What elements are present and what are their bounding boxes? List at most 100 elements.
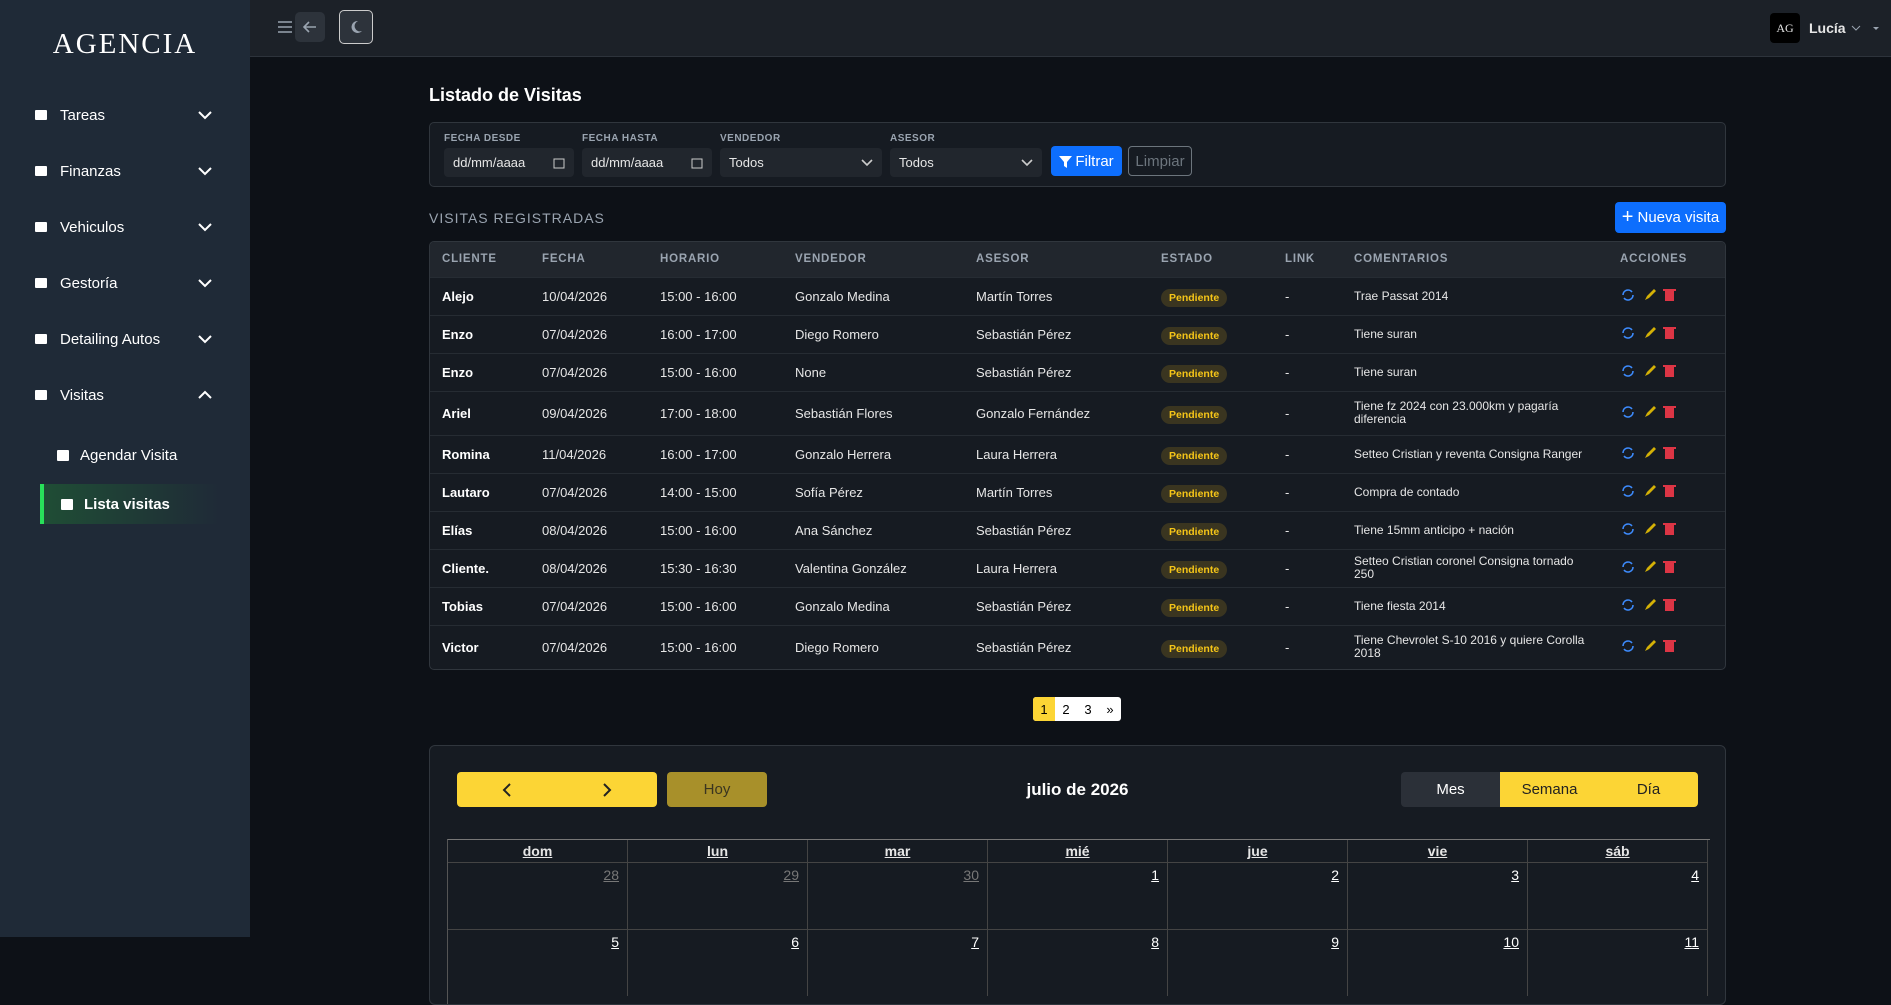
menu-item[interactable]: Visitas: [34, 380, 224, 410]
back-button[interactable]: [295, 12, 325, 42]
table-cell: 17:00 - 18:00: [648, 390, 783, 435]
view-button[interactable]: Semana: [1500, 772, 1599, 807]
column-header: LINK: [1273, 242, 1342, 277]
user-name[interactable]: Lucía: [1809, 20, 1846, 36]
filter-button[interactable]: Filtrar: [1051, 146, 1122, 176]
action-icons[interactable]: [1620, 287, 1682, 303]
table-cell: Laura Herrera: [964, 434, 1149, 473]
day-cell[interactable]: 1: [988, 862, 1168, 929]
submenu-item[interactable]: Agendar Visita: [40, 435, 220, 475]
day-cell[interactable]: 5: [448, 929, 628, 996]
status-badge: Pendiente: [1161, 446, 1228, 465]
menu-toggle[interactable]: [270, 12, 300, 42]
theme-toggle[interactable]: [339, 10, 373, 44]
weekday: lun: [628, 840, 808, 862]
day-cell[interactable]: 7: [808, 929, 988, 996]
input-icon: [1021, 158, 1033, 167]
menu-item[interactable]: Vehiculos: [34, 212, 224, 242]
actions-cell: [1608, 276, 1725, 315]
status-badge: Pendiente: [1161, 484, 1228, 503]
table-cell: 10/04/2026: [530, 276, 648, 315]
today-button[interactable]: Hoy: [667, 772, 767, 807]
action-icons[interactable]: [1620, 597, 1682, 613]
table-cell: Victor: [430, 624, 530, 669]
action-icons[interactable]: [1620, 363, 1682, 379]
table-cell: 15:00 - 16:00: [648, 586, 783, 625]
avatar[interactable]: AG: [1770, 13, 1800, 43]
day-cell[interactable]: 29: [628, 862, 808, 929]
chevron: [198, 110, 224, 120]
filter-value: dd/mm/aaaa: [453, 155, 526, 170]
actions-cell: [1608, 352, 1725, 391]
day-cell[interactable]: 11: [1528, 929, 1708, 996]
action-icons[interactable]: [1620, 404, 1682, 420]
page-link[interactable]: 3: [1084, 701, 1092, 717]
menu-item[interactable]: Gestoría: [34, 268, 224, 298]
page-link[interactable]: 1: [1033, 697, 1055, 721]
table-cell: Pendiente: [1149, 390, 1273, 435]
day-cell[interactable]: 3: [1348, 862, 1528, 929]
clear-button[interactable]: Limpiar: [1128, 146, 1192, 176]
table-cell: -: [1273, 472, 1342, 511]
filter-input[interactable]: dd/mm/aaaa: [582, 148, 712, 177]
weekday: mar: [808, 840, 988, 862]
page-link[interactable]: 2: [1062, 701, 1070, 717]
calendar: Hoy julio de 2026 Mes Semana Día dom lun mar…: [429, 745, 1726, 1005]
day-cell[interactable]: 9: [1168, 929, 1348, 996]
weekday: mié: [988, 840, 1168, 862]
day-cell[interactable]: 30: [808, 862, 988, 929]
menu-item[interactable]: Tareas: [34, 100, 224, 130]
table-cell: Tobias: [430, 586, 530, 625]
table-cell: -: [1273, 314, 1342, 353]
filter-input[interactable]: dd/mm/aaaa: [444, 148, 574, 177]
table-cell: 07/04/2026: [530, 586, 648, 625]
chevron: [198, 166, 224, 176]
action-icons[interactable]: [1620, 638, 1682, 654]
day-cell[interactable]: 4: [1528, 862, 1708, 929]
day-cell[interactable]: 8: [988, 929, 1168, 996]
table-cell: Pendiente: [1149, 472, 1273, 511]
filter-bar: FECHA DESDE dd/mm/aaaa FECHA HASTA dd/mm/aa…: [429, 122, 1726, 187]
new-visit-button[interactable]: + Nueva visita: [1615, 202, 1726, 233]
table-row: Cliente. 08/04/2026 15:30 - 16:30 Valentina…: [430, 548, 1725, 587]
action-icons[interactable]: [1620, 521, 1682, 537]
table-row: Enzo 07/04/2026 15:00 - 16:00 None Sebastián…: [430, 352, 1725, 391]
table-cell: Pendiente: [1149, 510, 1273, 549]
new-visit-label: Nueva visita: [1637, 209, 1720, 226]
submenu-item[interactable]: Lista visitas: [40, 484, 220, 524]
table-cell: Enzo: [430, 352, 530, 391]
day-cell[interactable]: 28: [448, 862, 628, 929]
prev-button[interactable]: [502, 782, 512, 797]
column-header: CLIENTE: [430, 242, 530, 277]
table-row: Ariel 09/04/2026 17:00 - 18:00 Sebastián Fl…: [430, 390, 1725, 435]
day-cell[interactable]: 2: [1168, 862, 1348, 929]
actions-cell: [1608, 548, 1725, 587]
table-cell: 11/04/2026: [530, 434, 648, 473]
view-button[interactable]: Día: [1599, 772, 1698, 807]
menu-icon: [34, 220, 60, 234]
view-button[interactable]: Mes: [1401, 772, 1500, 807]
action-icons[interactable]: [1620, 325, 1682, 341]
table-cell: Valentina González: [783, 548, 964, 587]
day-cell[interactable]: 6: [628, 929, 808, 996]
next-button[interactable]: [602, 782, 612, 797]
menu-item[interactable]: Detailing Autos: [34, 324, 224, 354]
table-row: Tobias 07/04/2026 15:00 - 16:00 Gonzalo Med…: [430, 586, 1725, 625]
table-cell: 16:00 - 17:00: [648, 314, 783, 353]
menu-item[interactable]: Finanzas: [34, 156, 224, 186]
table-cell: -: [1273, 624, 1342, 669]
page-title: Listado de Visitas: [429, 85, 582, 105]
table-cell: Ariel: [430, 390, 530, 435]
day-cell[interactable]: 10: [1348, 929, 1528, 996]
action-icons[interactable]: [1620, 445, 1682, 461]
actions-cell: [1608, 434, 1725, 473]
table-cell: -: [1273, 352, 1342, 391]
action-icons[interactable]: [1620, 483, 1682, 499]
weekday: vie: [1348, 840, 1528, 862]
filter-input[interactable]: Todos: [890, 148, 1042, 177]
page-link[interactable]: »: [1106, 701, 1114, 717]
filter-input[interactable]: Todos: [720, 148, 882, 177]
weekday: jue: [1168, 840, 1348, 862]
action-icons[interactable]: [1620, 559, 1682, 575]
